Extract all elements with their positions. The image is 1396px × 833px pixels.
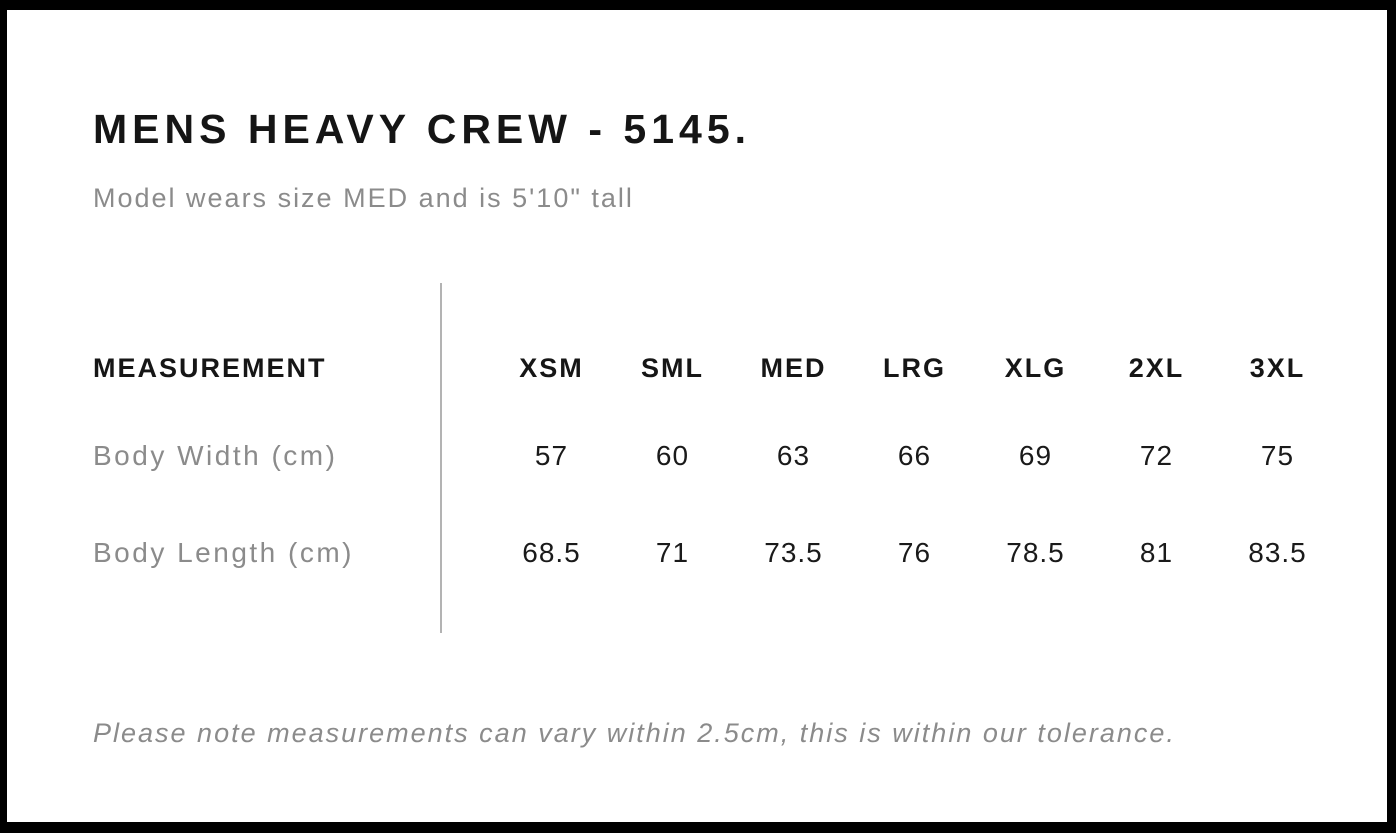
body-width-value-med: 63 <box>776 440 811 471</box>
body-length-value-xlg: 78.5 <box>1006 537 1065 568</box>
row-label-body-length: Body Length (cm) <box>93 537 354 568</box>
body-width-value-2xl: 72 <box>1139 440 1174 471</box>
body-length-value-2xl: 81 <box>1139 537 1174 568</box>
size-column-header-2xl: 2XL <box>1128 352 1185 383</box>
size-column-header-med: MED <box>760 352 827 383</box>
tolerance-note: Please note measurements can vary within… <box>93 718 1176 748</box>
body-width-value-xlg: 69 <box>1018 440 1053 471</box>
body-length-value-sml: 71 <box>655 537 690 568</box>
size-column-header-lrg: LRG <box>883 352 946 383</box>
model-size-note: Model wears size MED and is 5'10" tall <box>93 183 634 213</box>
measurement-column-header: MEASUREMENT <box>93 352 327 383</box>
table-divider-line <box>440 283 442 633</box>
body-width-value-sml: 60 <box>655 440 690 471</box>
body-length-value-med: 73.5 <box>764 537 823 568</box>
body-length-value-xsm: 68.5 <box>522 537 581 568</box>
body-length-value-lrg: 76 <box>897 537 932 568</box>
size-column-header-sml: SML <box>641 352 704 383</box>
body-length-value-3xl: 83.5 <box>1248 537 1307 568</box>
page-title: MENS HEAVY CREW - 5145. <box>93 106 752 152</box>
size-table: MEASUREMENT XSM SML MED LRG XLG 2XL 3XL … <box>93 330 1338 600</box>
body-width-value-lrg: 66 <box>897 440 932 471</box>
size-column-header-xsm: XSM <box>519 352 584 383</box>
size-column-header-3xl: 3XL <box>1249 352 1306 383</box>
size-column-header-xlg: XLG <box>1004 352 1067 383</box>
row-label-body-width: Body Width (cm) <box>93 440 338 471</box>
body-width-value-3xl: 75 <box>1260 440 1295 471</box>
body-width-value-xsm: 57 <box>534 440 569 471</box>
